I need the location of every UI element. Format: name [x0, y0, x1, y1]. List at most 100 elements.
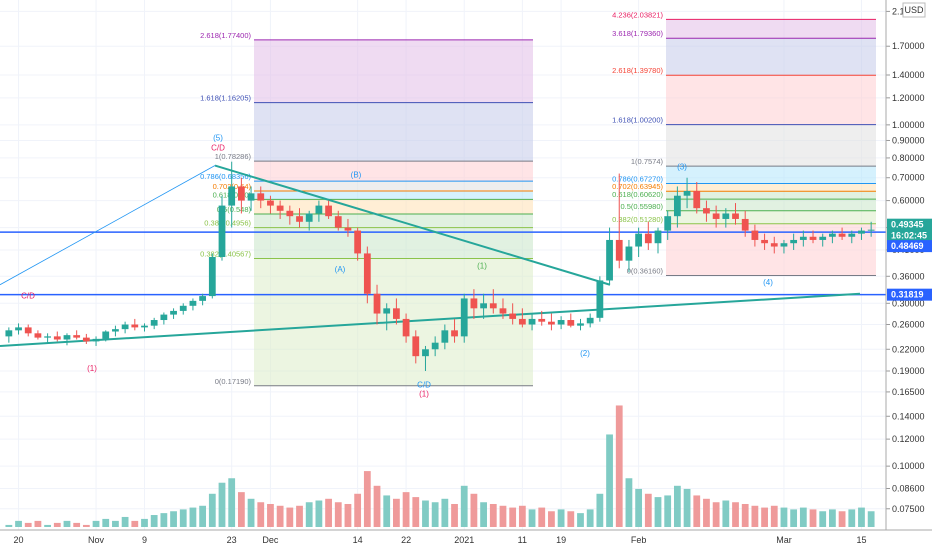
price-tag [887, 240, 932, 253]
candle-body [751, 230, 759, 240]
x-tick-label: Dec [262, 535, 279, 545]
y-tick-label: 1.00000 [892, 120, 925, 130]
y-tick-label: 0.08600 [892, 483, 925, 493]
currency-label: USD [904, 5, 924, 15]
candle-body [315, 205, 323, 214]
fib-zone [666, 191, 876, 200]
candle-body [73, 335, 81, 338]
volume-bar [5, 524, 13, 527]
candle-body [422, 349, 429, 357]
candle-body [179, 305, 187, 311]
candle-body [499, 308, 507, 314]
fib-zone [666, 166, 876, 184]
trendline-thin [0, 165, 216, 286]
volume-bar [829, 509, 836, 527]
price-tag-label: 0.48469 [891, 241, 924, 251]
candle-body [141, 325, 148, 328]
candle-body [596, 280, 604, 318]
volume-bar [393, 498, 400, 527]
fib-zone [666, 19, 876, 39]
candle-body [683, 191, 691, 196]
wave-label: (B) [351, 171, 362, 180]
volume-bar [82, 524, 90, 527]
candle-body [606, 239, 613, 281]
volume-bar [267, 503, 274, 527]
fib-zone [666, 183, 876, 192]
wave-label: (1) [419, 389, 429, 398]
volume-bar [596, 493, 604, 527]
candle-body [635, 233, 643, 247]
volume-bar [741, 503, 749, 527]
candle-body [693, 191, 701, 209]
volume-bar [654, 497, 662, 527]
wave-label: C/D [21, 291, 35, 300]
volume-bar [441, 498, 449, 527]
candle-body [393, 308, 400, 319]
volume-bar [276, 505, 284, 527]
candle-body [867, 229, 875, 231]
fib-level-label: 1(0.7574) [631, 157, 664, 166]
candle-body [276, 205, 284, 211]
volume-bar [780, 507, 788, 527]
candle-body [15, 327, 22, 331]
volume-bar [44, 524, 51, 527]
candle-body [44, 336, 51, 338]
fib-level-label: 0.786(0.68356) [200, 172, 251, 181]
candle-body [82, 337, 90, 342]
candle-body [829, 233, 836, 237]
volume-bar [199, 505, 207, 527]
candle-body [518, 318, 526, 325]
volume-bar [577, 513, 584, 527]
y-tick-label: 0.60000 [892, 196, 925, 206]
candle-body [567, 320, 575, 326]
x-tick-label: Nov [88, 535, 105, 545]
volume-bars [5, 405, 875, 527]
price-axis[interactable]: 2.150001.700001.400001.200001.000000.900… [885, 0, 925, 530]
time-axis[interactable]: 20 Nov 9 23 Dec 14 22 2021 11 19 Feb Mar 15 [0, 529, 932, 545]
candle-body [325, 205, 332, 217]
candle-body [761, 239, 768, 244]
fib-zone [254, 214, 533, 228]
volume-bar [383, 495, 391, 527]
volume-bar [790, 509, 798, 527]
volume-bar [470, 493, 478, 527]
candle-body [664, 216, 672, 231]
volume-bar [567, 511, 575, 527]
candle-body [654, 230, 662, 244]
volume-bar [586, 509, 594, 527]
fib-level-label: 0(0.17190) [215, 377, 252, 386]
volume-bar [848, 509, 856, 527]
volume-bar [703, 498, 710, 527]
volume-bar [751, 505, 759, 527]
volume-bar [73, 522, 81, 527]
fib-zone [666, 210, 876, 224]
candle-body [121, 324, 129, 330]
volume-bar [761, 507, 768, 527]
candle-body [770, 243, 778, 247]
y-tick-label: 0.90000 [892, 135, 925, 145]
fib-level-label: 1.618(1.16205) [200, 94, 251, 103]
candle-body [305, 213, 313, 222]
candle-body [24, 327, 32, 334]
volume-bar [15, 520, 22, 527]
volume-bar [606, 434, 613, 527]
volume-bar [354, 493, 362, 527]
fib-zone [666, 75, 876, 125]
candle-body [451, 330, 458, 337]
candle-body [412, 336, 420, 357]
currency-badge[interactable] [902, 2, 926, 18]
candle-body [34, 333, 42, 338]
candle-body [92, 338, 100, 342]
candle-body [441, 330, 449, 343]
volume-bar [34, 520, 42, 527]
volume-bar [325, 498, 332, 527]
volume-bar [557, 509, 565, 527]
y-tick-label: 0.14000 [892, 411, 925, 421]
candle-body [160, 314, 168, 321]
y-tick-label: 0.19000 [892, 366, 925, 376]
volume-bar [732, 502, 739, 527]
candle-body [528, 318, 536, 325]
y-tick-label: 0.07500 [892, 504, 925, 514]
